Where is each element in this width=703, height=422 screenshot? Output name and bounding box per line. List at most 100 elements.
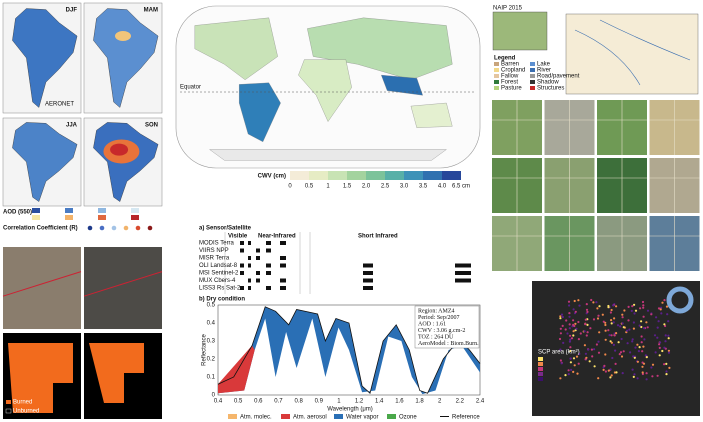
satellite-image bbox=[84, 247, 162, 329]
legend-label: River bbox=[537, 68, 551, 74]
density-dot bbox=[568, 327, 571, 330]
density-dot bbox=[575, 327, 578, 330]
band-bar bbox=[266, 248, 271, 253]
field-lines bbox=[649, 216, 700, 271]
density-dot bbox=[664, 324, 667, 328]
reference-line bbox=[217, 306, 481, 394]
density-dot bbox=[572, 330, 575, 333]
density-dot bbox=[572, 319, 575, 322]
band-bar bbox=[266, 241, 271, 245]
density-dot bbox=[611, 356, 614, 360]
density-dot bbox=[645, 378, 648, 381]
density-dot bbox=[658, 346, 661, 349]
density-dot bbox=[656, 336, 659, 339]
field-lines bbox=[649, 100, 700, 155]
density-dot bbox=[646, 309, 650, 312]
colorbar-segment bbox=[309, 171, 328, 180]
aod-swatch bbox=[65, 215, 73, 220]
band-bar bbox=[240, 263, 244, 268]
band-label: Visible bbox=[228, 234, 248, 240]
density-dot bbox=[657, 320, 660, 323]
density-dot bbox=[663, 323, 666, 326]
density-dot bbox=[665, 305, 669, 308]
density-dot bbox=[666, 313, 669, 316]
density-dot bbox=[568, 304, 571, 307]
density-dot bbox=[577, 299, 580, 302]
band-bar bbox=[455, 263, 471, 268]
density-dot bbox=[604, 329, 607, 332]
fire-line bbox=[2, 271, 82, 297]
state-overview bbox=[492, 11, 548, 51]
aod-swatch bbox=[98, 215, 106, 220]
density-dot bbox=[577, 362, 580, 365]
density-dot bbox=[656, 374, 659, 377]
band-bar bbox=[240, 286, 244, 290]
density-dot bbox=[631, 305, 634, 308]
colorbar-segment bbox=[366, 171, 385, 180]
density-dot bbox=[627, 319, 630, 322]
density-dot bbox=[632, 355, 635, 358]
density-dot bbox=[598, 331, 601, 334]
density-dot bbox=[613, 334, 616, 337]
density-dot bbox=[628, 328, 631, 331]
sensor-name: LISS3 Rs Sat-2 bbox=[199, 286, 241, 292]
density-dot bbox=[633, 312, 636, 315]
density-dot bbox=[640, 341, 643, 344]
inset-chart bbox=[666, 286, 694, 314]
density-dot bbox=[607, 304, 610, 308]
colorbar-tick: 2.0 bbox=[362, 184, 371, 190]
field-lines bbox=[597, 100, 647, 155]
aod-swatch bbox=[32, 208, 40, 213]
density-dot bbox=[591, 355, 594, 358]
continent bbox=[381, 74, 423, 96]
band-bar bbox=[280, 256, 286, 260]
density-dot bbox=[590, 348, 594, 351]
aod-label: AOD (550) bbox=[3, 210, 32, 216]
density-dot bbox=[569, 334, 572, 337]
y-tick-label: 0.4 bbox=[207, 321, 216, 327]
density-dot bbox=[641, 365, 644, 368]
colorbar-segment bbox=[328, 171, 347, 180]
density-dot bbox=[569, 349, 572, 353]
density-dot bbox=[604, 370, 608, 373]
band-bar bbox=[455, 278, 471, 283]
density-dot bbox=[639, 307, 642, 310]
density-dot bbox=[597, 377, 600, 380]
density-dot bbox=[621, 316, 624, 319]
density-dot bbox=[621, 313, 624, 316]
density-dot bbox=[632, 321, 636, 324]
hotspot bbox=[110, 143, 129, 156]
density-dot bbox=[593, 348, 596, 351]
density-dot bbox=[651, 375, 654, 378]
legend-swatch bbox=[334, 414, 343, 419]
band-bar bbox=[363, 263, 373, 268]
density-dot bbox=[609, 311, 613, 314]
fire-line bbox=[83, 271, 163, 297]
density-dot bbox=[607, 369, 610, 372]
dark-map bbox=[532, 281, 700, 416]
density-dot bbox=[577, 320, 580, 324]
density-dot bbox=[640, 325, 643, 329]
density-dot bbox=[613, 371, 617, 374]
aod-swatch bbox=[32, 215, 40, 220]
burned-area bbox=[8, 343, 73, 413]
density-dot bbox=[564, 374, 567, 377]
density-dot bbox=[629, 351, 632, 354]
density-dot bbox=[559, 348, 562, 351]
band-bar bbox=[363, 278, 373, 283]
x-tick-label: 1.6 bbox=[395, 399, 404, 405]
density-dot bbox=[610, 374, 613, 377]
sensor-name: MODIS Terra bbox=[199, 241, 235, 247]
legend-swatch bbox=[494, 68, 499, 72]
x-tick-label: 0.6 bbox=[254, 399, 263, 405]
band-bar bbox=[248, 256, 251, 260]
scale-swatch bbox=[538, 367, 543, 371]
band-bar bbox=[363, 271, 373, 275]
density-dot bbox=[667, 337, 670, 340]
band-bar bbox=[240, 248, 244, 253]
season-label: SON bbox=[145, 123, 158, 129]
continent bbox=[239, 82, 281, 143]
y-tick-label: 0 bbox=[212, 393, 216, 399]
density-dot bbox=[604, 338, 607, 341]
